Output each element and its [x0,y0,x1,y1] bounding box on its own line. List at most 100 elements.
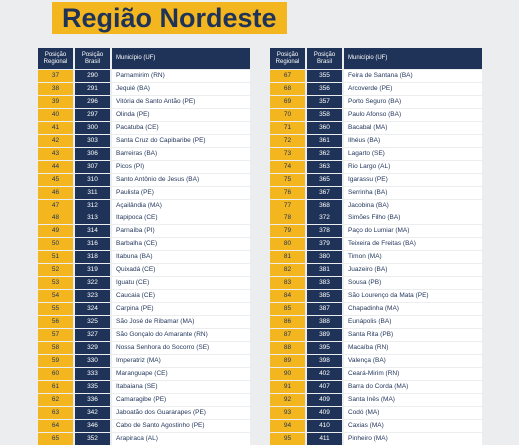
cell: Eunápolis (BA) [344,316,482,329]
table-row: 71 360 Bacabal (MA) [270,121,482,134]
table-row: 44 307 Picos (PI) [38,160,250,173]
cell: 82 [270,264,305,277]
table-row: 60 333 Maranguape (CE) [38,367,250,380]
header-cell: Posição Regional [38,48,73,69]
cell: Arapiraca (AL) [112,432,250,445]
cell: Rio Largo (AL) [344,160,482,173]
cell: 378 [307,225,342,238]
cell: 49 [38,225,73,238]
table-row: 73 362 Lagarto (SE) [270,147,482,160]
cell: 65 [38,432,73,445]
cell: 323 [75,290,110,303]
table-row: 69 357 Porto Seguro (BA) [270,95,482,108]
cell: 357 [307,95,342,108]
cell: 92 [270,393,305,406]
cell: Arcoverde (PE) [344,82,482,95]
table-row: 45 310 Santo Antônio de Jesus (BA) [38,173,250,186]
cell: 319 [75,264,110,277]
cell: 64 [38,419,73,432]
table-row: 57 327 São Gonçalo do Amarante (RN) [38,329,250,341]
cell: 42 [38,134,73,147]
header-row: Posição Regional Posição Brasil Município … [270,48,482,69]
cell: 389 [307,329,342,341]
cell: 356 [307,82,342,95]
cell: Maranguape (CE) [112,367,250,380]
cell: 352 [75,432,110,445]
cell: São Lourenço da Mata (PE) [344,290,482,303]
cell: 368 [307,199,342,212]
table-row: 42 303 Santa Cruz do Capibaribe (PE) [38,134,250,147]
cell: São José de Ribamar (MA) [112,316,250,329]
cell: 86 [270,316,305,329]
cell: 407 [307,380,342,393]
table-row: 93 409 Codó (MA) [270,406,482,419]
cell: 291 [75,82,110,95]
cell: Barreiras (BA) [112,147,250,160]
cell: 336 [75,393,110,406]
cell: 59 [38,354,73,367]
cell: 40 [38,108,73,121]
cell: 81 [270,251,305,264]
cell: 297 [75,108,110,121]
table-row: 79 378 Paço do Lumiar (MA) [270,225,482,238]
cell: 361 [307,134,342,147]
table-row: 80 379 Teixeira de Freitas (BA) [270,238,482,251]
cell: 322 [75,277,110,290]
cell: 355 [307,70,342,82]
cell: 330 [75,354,110,367]
cell: Paulista (PE) [112,186,250,199]
cell: 58 [38,341,73,354]
cell: 61 [38,380,73,393]
cell: Camaragibe (PE) [112,393,250,406]
cell: 50 [38,238,73,251]
cell: Feira de Santana (BA) [344,70,482,82]
table-row: 90 402 Ceará-Mirim (RN) [270,367,482,380]
header-cell: Posição Regional [270,48,305,69]
table-row: 62 336 Camaragibe (PE) [38,393,250,406]
cell: 296 [75,95,110,108]
cell: 318 [75,251,110,264]
cell: Codó (MA) [344,406,482,419]
cell: Barra do Corda (MA) [344,380,482,393]
table-row: 70 358 Paulo Afonso (BA) [270,108,482,121]
header-row: Posição Regional Posição Brasil Município … [38,48,250,69]
cell: 53 [38,277,73,290]
cell: Iguatu (CE) [112,277,250,290]
cell: Santa Rita (PB) [344,329,482,341]
cell: 402 [307,367,342,380]
cell: 398 [307,354,342,367]
cell: Itapipoca (CE) [112,212,250,225]
table-row: 74 363 Rio Largo (AL) [270,160,482,173]
cell: 70 [270,108,305,121]
table-row: 84 385 São Lourenço da Mata (PE) [270,290,482,303]
cell: 69 [270,95,305,108]
cell: Olinda (PE) [112,108,250,121]
cell: Macaíba (RN) [344,341,482,354]
cell: Paulo Afonso (BA) [344,108,482,121]
table-row: 39 296 Vitória de Santo Antão (PE) [38,95,250,108]
cell: 89 [270,354,305,367]
cell: 360 [307,121,342,134]
header-cell: Município (UF) [344,48,482,69]
table-row: 61 335 Itabaiana (SE) [38,380,250,393]
cell: 329 [75,341,110,354]
cell: 52 [38,264,73,277]
table-row: 68 356 Arcoverde (PE) [270,82,482,95]
table-row: 67 355 Feira de Santana (BA) [270,70,482,82]
cell: 95 [270,432,305,445]
table-row: 55 324 Carpina (PE) [38,303,250,316]
cell: 60 [38,367,73,380]
cell: 51 [38,251,73,264]
cell: Caucaia (CE) [112,290,250,303]
cell: Itabaiana (SE) [112,380,250,393]
table-row: 75 365 Igarassu (PE) [270,173,482,186]
cell: Igarassu (PE) [344,173,482,186]
table-row: 40 297 Olinda (PE) [38,108,250,121]
cell: 37 [38,70,73,82]
cell: 88 [270,341,305,354]
cell: Caxias (MA) [344,419,482,432]
cell: Picos (PI) [112,160,250,173]
cell: Santa Inês (MA) [344,393,482,406]
cell: 94 [270,419,305,432]
table-row: 47 312 Açailândia (MA) [38,199,250,212]
